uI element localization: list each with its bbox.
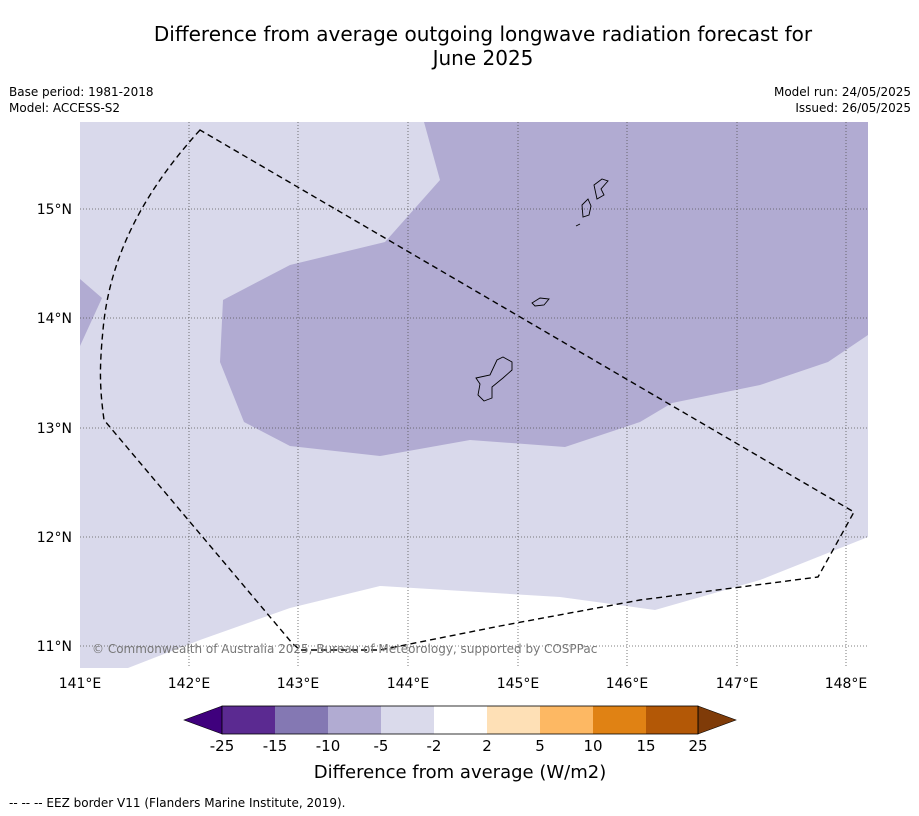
cb-tick-10: 25 (688, 737, 707, 755)
guam-island (475, 356, 513, 402)
cb-tick-2: -15 (263, 737, 288, 755)
colorbar-under-arrow (183, 705, 223, 735)
eez-footnote: -- -- -- EEZ border V11 (Flanders Marine… (9, 796, 346, 810)
islands (475, 178, 609, 402)
colorbar-outline (221, 705, 699, 735)
colorbar-segment-9 (646, 706, 698, 734)
lat-label-12: 12°N (37, 530, 72, 546)
cb-tick-9: 15 (636, 737, 655, 755)
cb-tick-1: -25 (210, 737, 235, 755)
cb-tick-8: 10 (583, 737, 602, 755)
colorbar-over-arrow (697, 705, 737, 735)
copyright-notice: © Commonwealth of Australia 2025, Bureau… (92, 642, 597, 656)
rota-island (531, 297, 550, 307)
title-line-1: Difference from average outgoing longwav… (153, 22, 813, 46)
cb-tick-5: -2 (427, 737, 442, 755)
saipan-island (593, 178, 609, 200)
colorbar-segment-2 (275, 706, 328, 734)
title-line-2: June 2025 (432, 46, 534, 70)
lat-label-11: 11°N (37, 639, 72, 655)
colorbar-segment-7 (540, 706, 593, 734)
eez-border (99, 129, 855, 651)
colorbar: -25 -15 -10 -5 -2 2 5 10 15 25 Differenc… (183, 705, 737, 783)
west-edge-region (80, 279, 102, 346)
lon-label-148: 148°E (825, 676, 868, 692)
tinian-island (581, 198, 592, 218)
colorbar-title: Difference from average (W/m2) (314, 762, 606, 783)
base-period: Base period: 1981-2018 (9, 85, 154, 99)
colorbar-segment-1 (222, 706, 275, 734)
lon-label-141: 141°E (59, 676, 102, 692)
lon-label-147: 147°E (716, 676, 759, 692)
negative-anomaly-region (220, 122, 868, 456)
lon-label-143: 143°E (277, 676, 320, 692)
near-average-region (128, 537, 868, 668)
issued-date: Issued: 26/05/2025 (795, 101, 911, 115)
cb-tick-6: 2 (482, 737, 492, 755)
lon-label-145: 145°E (497, 676, 540, 692)
meta-right: Model run: 24/05/2025 Issued: 26/05/2025 (774, 84, 911, 116)
gridlines (80, 122, 868, 668)
meta-left: Base period: 1981-2018 Model: ACCESS-S2 (9, 84, 154, 116)
colorbar-segment-4 (381, 706, 434, 734)
lon-label-146: 146°E (606, 676, 649, 692)
lat-label-14: 14°N (37, 311, 72, 327)
latitude-labels: 15°N 14°N 13°N 12°N 11°N (37, 202, 72, 655)
map-title: Difference from average outgoing longwav… (0, 22, 919, 70)
cb-tick-4: -5 (374, 737, 389, 755)
cb-tick-7: 5 (535, 737, 545, 755)
colorbar-segment-5 (434, 706, 487, 734)
lat-label-13: 13°N (37, 421, 72, 437)
lon-label-144: 144°E (387, 676, 430, 692)
lat-label-15: 15°N (37, 202, 72, 218)
model-name: Model: ACCESS-S2 (9, 101, 121, 115)
lon-label-142: 142°E (168, 676, 211, 692)
longitude-labels: 141°E 142°E 143°E 144°E 145°E 146°E 147°… (59, 676, 868, 692)
aguijan-island (575, 223, 581, 227)
colorbar-segment-6 (487, 706, 540, 734)
colorbar-ticks: -25 -15 -10 -5 -2 2 5 10 15 25 (210, 737, 708, 755)
colorbar-segment-3 (328, 706, 381, 734)
cb-tick-3: -10 (316, 737, 341, 755)
model-run: Model run: 24/05/2025 (773, 85, 911, 99)
colorbar-segment-8 (593, 706, 646, 734)
